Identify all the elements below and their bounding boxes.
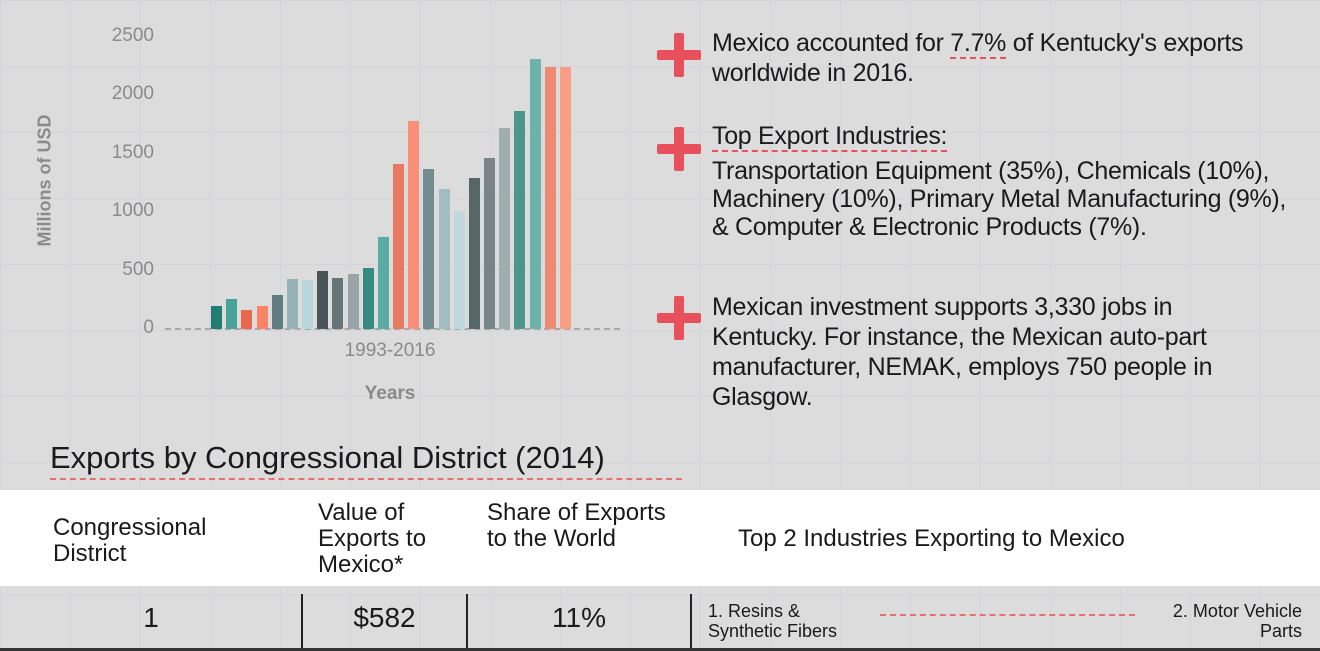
bar-2007 — [423, 168, 435, 329]
header-share: Share of Exports to the World — [487, 499, 666, 552]
y-tick-label: 1000 — [111, 200, 154, 222]
bar-1999 — [302, 279, 314, 329]
table-row: 1 $582 11% 1. Resins & Synthetic Fibers … — [0, 586, 1320, 651]
plus-icon — [657, 33, 701, 77]
cell-value: $582 — [353, 602, 416, 633]
x-axis-label: Years — [364, 383, 416, 404]
bar-1998 — [286, 278, 298, 329]
bullet-text: Mexico accounted for — [712, 29, 951, 57]
y-tick-label: 2000 — [111, 83, 154, 105]
bar-1993 — [211, 305, 222, 329]
section-title: Exports by Congressional District (2014) — [50, 440, 682, 480]
table-header: Congressional District Value of Exports … — [0, 490, 1320, 586]
bar-1995 — [241, 309, 253, 329]
bar-2008 — [438, 189, 450, 329]
cell-district: 1 — [143, 602, 159, 633]
bullet-text: Transportation Equipment (35%), Chemical… — [712, 157, 1287, 241]
bar-2010 — [468, 177, 480, 329]
bar-2009 — [453, 211, 465, 329]
highlight-percent: 7.7% — [950, 29, 1007, 59]
cell-industry-2: 2. Motor Vehicle Parts — [1172, 601, 1302, 641]
bar-1994 — [226, 298, 238, 329]
bar-2006 — [408, 121, 420, 329]
header-industries: Top 2 Industries Exporting to Mexico — [738, 525, 1125, 552]
bar-2015 — [544, 66, 556, 329]
bullet-mexico-share: Mexico accounted for 7.7% of Kentucky's … — [712, 28, 1302, 88]
cell-industry-1: 1. Resins & Synthetic Fibers — [708, 601, 838, 641]
bar-2001 — [332, 277, 344, 329]
zero-baseline — [165, 328, 620, 330]
bar-2002 — [347, 274, 359, 329]
plus-icon — [657, 296, 701, 340]
bar-2011 — [484, 157, 496, 329]
bullet-heading: Top Export Industries: — [712, 122, 948, 152]
bar-1996 — [256, 305, 268, 329]
bullet-investment: Mexican investment supports 3,330 jobs i… — [712, 293, 1213, 411]
divider — [466, 594, 468, 648]
bar-2012 — [499, 128, 511, 329]
divider — [301, 594, 303, 648]
bar-2013 — [514, 110, 526, 329]
plus-icon — [657, 127, 701, 171]
cell-share: 11% — [552, 602, 606, 633]
bar-2003 — [362, 268, 374, 329]
bar-2005 — [393, 164, 405, 329]
y-tick-label: 0 — [143, 317, 154, 338]
dashed-connector — [880, 614, 1135, 616]
bullet-top-industries: Top Export Industries: Transportation Eq… — [712, 121, 1302, 241]
y-tick-label: 1500 — [111, 141, 154, 163]
bar-2000 — [317, 271, 329, 329]
bullet-text: of Kentucky's exports worldwide in 2016. — [712, 29, 1244, 87]
y-tick-label: 500 — [122, 258, 154, 280]
y-axis-label: Millions of USD — [34, 114, 55, 247]
divider — [690, 594, 692, 648]
y-tick-label: 2500 — [111, 25, 154, 46]
header-value: Value of Exports to Mexico* — [318, 499, 427, 578]
bar-2004 — [377, 236, 389, 329]
bar-2016 — [559, 66, 571, 329]
bar-1997 — [271, 295, 283, 329]
header-district: Congressional District — [53, 514, 207, 567]
bar-2014 — [529, 58, 541, 329]
x-tick-label: 1993-2016 — [344, 340, 436, 361]
